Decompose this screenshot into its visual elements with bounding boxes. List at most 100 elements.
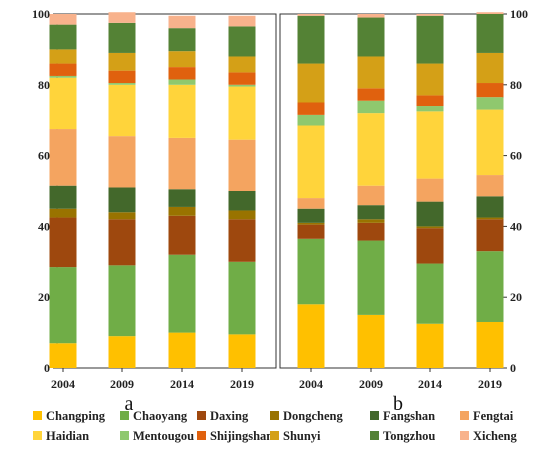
panel-label: b [393,393,403,415]
bar-segment-haidian [416,111,444,179]
bar-segment-tongzhou [49,24,77,50]
bar-segment-mentougou [416,106,444,112]
bar-segment-dongcheng [228,210,256,220]
bar-segment-daxing [49,217,77,268]
y-tick-label: 40 [38,219,50,233]
x-tick-label: 2014 [418,377,442,391]
bar-segment-xicheng [168,15,196,29]
legend-swatch [120,411,129,420]
legend-swatch [370,431,379,440]
bar-segment-shunyi [297,63,325,103]
legend-label: Shunyi [283,429,321,443]
legend-swatch [33,431,42,440]
bar-segment-shijingshan [476,83,504,98]
y-tick-label: 60 [38,149,50,163]
bar-segment-chaoyang [297,238,325,305]
y-tick-label: 20 [510,290,522,304]
bar-segment-fengtai [416,178,444,202]
legend-swatch [370,411,379,420]
bar-segment-shijingshan [108,70,136,84]
bar-segment-chaoyang [108,265,136,337]
bar-segment-mentougou [108,83,136,85]
bar-segment-mentougou [476,97,504,110]
legend-item: Fangshan [370,409,435,423]
bar-segment-fengtai [168,137,196,190]
bar-segment-xicheng [49,14,77,25]
legend-label: Mentougou [133,429,194,443]
bar-segment-fangshan [297,208,325,223]
bar-segment-shijingshan [228,72,256,85]
bar-segment-fangshan [108,187,136,213]
legend-item: Xicheng [460,429,518,443]
bar-segment-haidian [108,84,136,137]
bar-segment-fangshan [416,201,444,227]
legend-label: Chaoyang [133,409,188,423]
bar-segment-xicheng [108,12,136,23]
bar-segment-tongzhou [416,15,444,64]
bar-segment-daxing [297,224,325,239]
legend-label: Fengtai [473,409,514,423]
bar-segment-chaoyang [228,261,256,335]
bar-segment-shunyi [108,52,136,71]
bar-segment-shijingshan [416,95,444,107]
bar-segment-xicheng [297,14,325,16]
bar-segment-haidian [297,125,325,199]
legend-label: Shijingshan [210,429,273,443]
bar-segment-tongzhou [476,14,504,53]
legend-swatch [460,431,469,440]
x-tick-label: 2019 [230,377,254,391]
bar-segment-fengtai [357,185,385,206]
panel-label: a [125,393,134,415]
bar-segment-fengtai [108,136,136,188]
legend-item: Dongcheng [270,409,343,423]
bar-segment-shijingshan [297,102,325,115]
bar-segment-dongcheng [297,222,325,225]
legend: Changping Chaoyang Daxing Dongcheng Fangshan… [33,409,518,443]
bar-segment-haidian [168,84,196,138]
legend-item: Shunyi [270,429,321,443]
bar-segment-mentougou [357,100,385,114]
y-tick-label: 100 [510,7,528,21]
bar-segment-haidian [357,113,385,186]
bar-segment-chaoyang [168,254,196,333]
bar-segment-changping [357,314,385,368]
legend-swatch [270,411,279,420]
y-tick-label: 0 [510,361,516,375]
bar-segment-xicheng [228,15,256,27]
panel-b: 0 20 40 60 80 100 2004 2009 2014 2019 b [279,7,528,415]
bar-segment-daxing [228,219,256,262]
bar-segment-xicheng [357,14,385,18]
legend-label: Tongzhou [383,429,435,443]
legend-swatch [270,431,279,440]
y-tick-label: 40 [510,219,522,233]
bar-segment-fangshan [476,196,504,218]
bar-segment-shunyi [476,52,504,84]
y-tick-label: 0 [44,361,50,375]
bar-segment-fengtai [228,139,256,191]
legend-swatch [120,431,129,440]
legend-label: Dongcheng [283,409,343,423]
x-tick-label: 2009 [110,377,134,391]
panel-a: 0 20 40 60 80 100 2004 2009 2014 2019 a [32,7,277,415]
bar-segment-mentougou [168,79,196,85]
bar-segment-dongcheng [357,219,385,223]
bar-segment-chaoyang [476,251,504,322]
bar-segment-shunyi [357,56,385,89]
legend-item: Changping [33,409,106,423]
legend-item: Tongzhou [370,429,435,443]
legend-swatch [197,431,206,440]
bar-segment-tongzhou [297,15,325,64]
bar-segment-daxing [357,222,385,241]
bar-segment-tongzhou [357,17,385,57]
bar-segment-fangshan [49,185,77,209]
x-tick-label: 2019 [478,377,502,391]
bar-segment-haidian [476,109,504,176]
y-tick-label: 80 [38,78,50,92]
legend-item: Haidian [33,429,89,443]
bar-segment-changping [297,304,325,368]
bar-segment-fangshan [168,189,196,207]
bar-segment-tongzhou [168,28,196,52]
legend-item: Fengtai [460,409,514,423]
legend-swatch [460,411,469,420]
